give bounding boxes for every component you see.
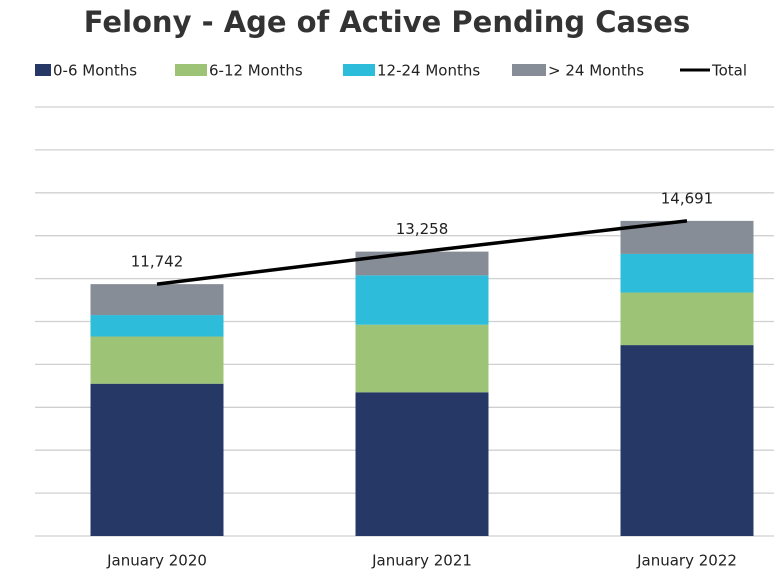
x-tick-label: January 2021 (371, 552, 472, 570)
total-line (156, 219, 688, 286)
legend-label: Total (711, 62, 747, 80)
bar-segment (355, 275, 489, 325)
bar-segment (90, 336, 224, 384)
x-tick-label: January 2022 (636, 552, 737, 570)
bar-segment (355, 392, 489, 536)
chart-title: Felony - Age of Active Pending Cases (84, 5, 690, 39)
legend-label: 12-24 Months (377, 62, 480, 80)
legend-label: 6-12 Months (209, 62, 303, 80)
bar-segment (90, 284, 224, 316)
legend-swatch (343, 64, 375, 76)
bar-segment (90, 383, 224, 536)
data-label: 14,691 (661, 189, 714, 207)
legend-label: > 24 Months (548, 62, 644, 80)
bar-segment (90, 315, 224, 337)
legend-swatch (35, 64, 51, 76)
bar-segment (355, 324, 489, 393)
legend-swatch (175, 64, 207, 76)
legend-label: 0-6 Months (53, 62, 137, 80)
x-tick-label: January 2020 (106, 552, 207, 570)
bar-segment (620, 253, 754, 293)
bar-segment (355, 251, 489, 276)
bar-segment (620, 345, 754, 536)
legend-swatch (512, 64, 546, 76)
data-label: 13,258 (396, 220, 449, 238)
data-label: 11,742 (131, 253, 184, 271)
bar-segment (620, 292, 754, 346)
